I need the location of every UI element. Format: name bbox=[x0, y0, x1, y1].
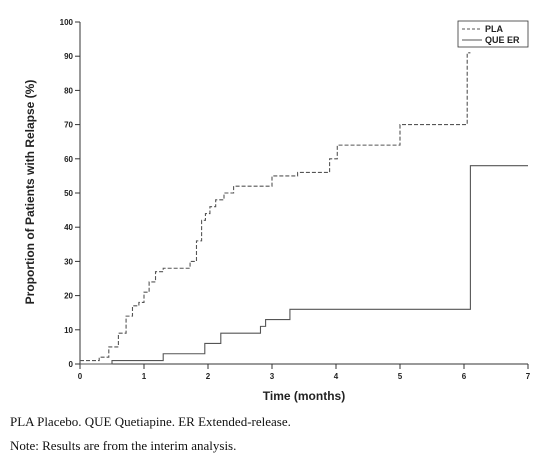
y-tick-label: 30 bbox=[64, 257, 73, 266]
series-line-que-er bbox=[80, 165, 528, 365]
y-tick-label: 40 bbox=[64, 223, 73, 232]
x-tick-label: 6 bbox=[462, 372, 467, 381]
legend-label-que-er: QUE ER bbox=[485, 35, 520, 45]
abbreviation-note: PLA Placebo. QUE Quetiapine. ER Extended… bbox=[10, 414, 291, 429]
series-layer bbox=[80, 52, 528, 365]
y-axis-label: Proportion of Patients with Relapse (%) bbox=[23, 80, 37, 305]
legend-label-pla: PLA bbox=[485, 24, 504, 34]
y-tick-label: 0 bbox=[69, 360, 74, 369]
y-axis-ticks: 0 10 20 30 40 50 60 70 80 90 100 bbox=[60, 18, 80, 369]
x-axis-label: Time (months) bbox=[263, 389, 345, 403]
y-tick-label: 70 bbox=[64, 121, 73, 130]
y-tick-label: 100 bbox=[60, 18, 74, 27]
interim-note: Note: Results are from the interim analy… bbox=[10, 438, 237, 453]
axes bbox=[79, 22, 528, 365]
x-axis-ticks: 0 1 2 3 4 5 6 7 bbox=[78, 364, 531, 381]
legend: PLA QUE ER bbox=[457, 20, 529, 48]
legend-box bbox=[457, 20, 529, 48]
y-tick-label: 80 bbox=[64, 86, 73, 95]
relapse-chart: 0 10 20 30 40 50 60 70 80 90 100 0 1 2 3 4 5 6 7 Proporti… bbox=[23, 18, 531, 403]
x-tick-label: 7 bbox=[526, 372, 531, 381]
x-tick-label: 5 bbox=[398, 372, 403, 381]
y-tick-label: 90 bbox=[64, 52, 73, 61]
x-tick-label: 0 bbox=[78, 372, 83, 381]
x-tick-label: 3 bbox=[270, 372, 275, 381]
series-line-pla bbox=[80, 52, 471, 362]
y-tick-label: 50 bbox=[64, 189, 73, 198]
y-tick-label: 60 bbox=[64, 155, 73, 164]
x-tick-label: 1 bbox=[142, 372, 147, 381]
y-tick-label: 10 bbox=[64, 326, 73, 335]
y-tick-label: 20 bbox=[64, 292, 73, 301]
x-tick-label: 4 bbox=[334, 372, 339, 381]
x-tick-label: 2 bbox=[206, 372, 211, 381]
